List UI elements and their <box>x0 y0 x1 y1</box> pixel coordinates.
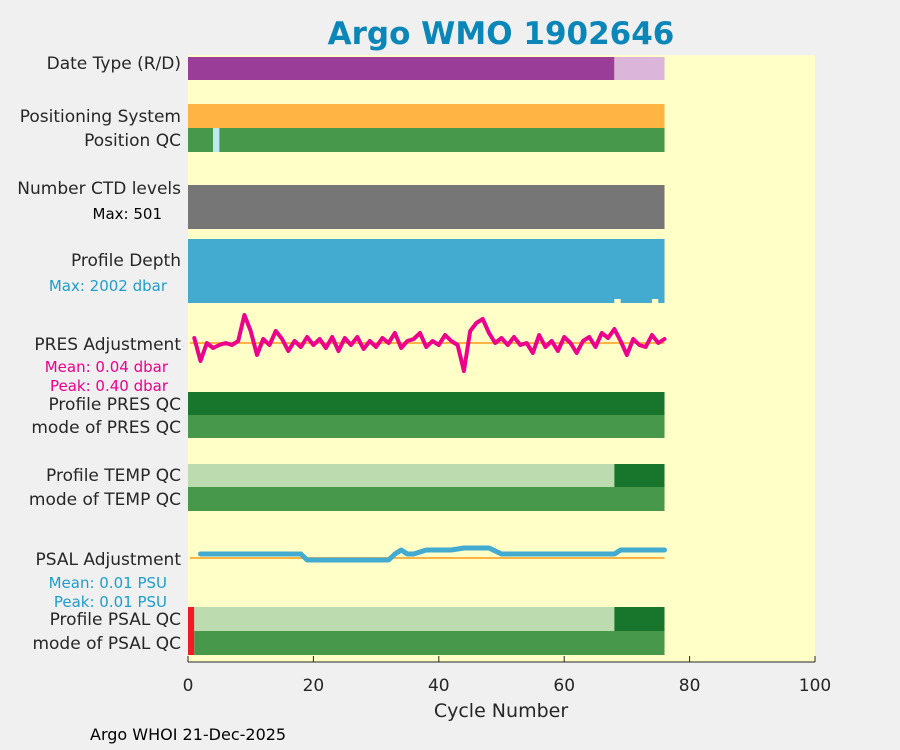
psal-adjustment-series <box>198 545 667 563</box>
row-label-profile-depth: Profile Depth <box>71 251 181 271</box>
data-type-segment-1 <box>614 57 665 80</box>
x-axis-label: Cycle Number <box>434 700 568 722</box>
profile-temp-qc-segment-1 <box>614 464 665 487</box>
profile-psal-qc-segment-0 <box>188 607 195 631</box>
profile-depth-shallow-1 <box>651 299 659 303</box>
mode-temp-qc-bar <box>188 487 665 511</box>
mode-pres-qc-bar <box>188 415 665 438</box>
ctd-max-text: Max: 501 <box>93 205 162 223</box>
profile-psal-qc-segment-1 <box>194 607 615 631</box>
row-label-profile-pres-qc: Profile PRES QC <box>48 395 181 415</box>
plot-area <box>188 55 815 662</box>
mode-psal-qc-segment-0 <box>188 631 195 655</box>
profile-depth-shallow-0 <box>614 299 621 303</box>
row-label-pres-adjustment: PRES Adjustment <box>34 335 181 355</box>
row-label-profile-temp-qc: Profile TEMP QC <box>46 466 181 486</box>
row-label-psal-adjustment: PSAL Adjustment <box>36 550 182 570</box>
profile-psal-qc-segment-2 <box>614 607 665 631</box>
pres-adjustment-series <box>192 313 667 373</box>
position-qc-segment-2 <box>219 128 665 152</box>
row-label-profile-psal-qc: Profile PSAL QC <box>50 610 181 630</box>
pres-peak-text: Peak: 0.40 dbar <box>50 377 169 395</box>
x-tick-label-2: 40 <box>428 676 450 696</box>
row-label-data-type: Date Type (R/D) <box>47 54 181 74</box>
position-qc-segment-0 <box>188 128 214 152</box>
psal-mean-text: Mean: 0.01 PSU <box>49 574 167 592</box>
row-label-positioning-system: Positioning System <box>20 107 181 127</box>
mode-psal-qc-segment-1 <box>194 631 665 655</box>
row-label-position-qc: Position QC <box>84 131 181 151</box>
profile-temp-qc-segment-0 <box>188 464 615 487</box>
x-tick-label-0: 0 <box>183 676 194 696</box>
positioning-system-bar <box>188 104 665 128</box>
pres-mean-text: Mean: 0.04 dbar <box>45 358 169 376</box>
x-tick-label-3: 60 <box>553 676 575 696</box>
chart-title: Argo WMO 1902646 <box>328 16 675 52</box>
x-tick-label-1: 20 <box>303 676 325 696</box>
row-label-mode-psal-qc: mode of PSAL QC <box>32 634 181 654</box>
footer-credit: Argo WHOI 21-Dec-2025 <box>90 725 287 744</box>
x-tick-label-4: 80 <box>679 676 701 696</box>
ctd-levels-bar <box>188 185 665 229</box>
data-type-segment-0 <box>188 57 615 80</box>
row-label-mode-pres-qc: mode of PRES QC <box>31 418 181 438</box>
x-tick-label-5: 100 <box>799 676 831 696</box>
profile-pres-qc-bar <box>188 392 665 415</box>
profile-depth-bar <box>188 239 665 303</box>
depth-max-text: Max: 2002 dbar <box>49 277 168 295</box>
row-label-ctd-levels: Number CTD levels <box>17 179 181 199</box>
position-qc-segment-1 <box>213 128 220 152</box>
psal-peak-text: Peak: 0.01 PSU <box>54 593 167 611</box>
row-label-mode-temp-qc: mode of TEMP QC <box>29 490 181 510</box>
